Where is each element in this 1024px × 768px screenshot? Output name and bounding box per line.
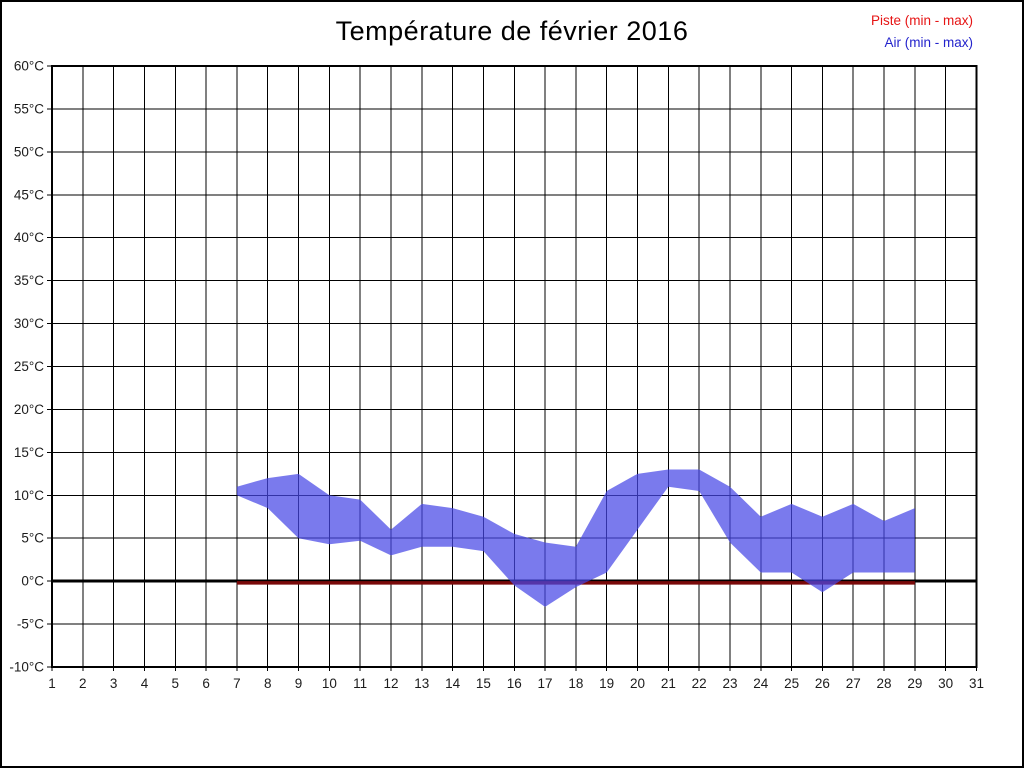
chart-title: Température de février 2016 — [335, 16, 689, 46]
legend-item-piste: Piste (min - max) — [870, 13, 973, 28]
y-tick-label: -5°C — [17, 617, 44, 632]
x-tick-label: 24 — [753, 676, 769, 691]
y-tick-label: 55°C — [14, 101, 44, 116]
x-tick-label: 11 — [353, 676, 367, 691]
x-tick-label: 17 — [538, 676, 553, 691]
x-tick-label: 25 — [784, 676, 799, 691]
x-tick-label: 2 — [79, 676, 87, 691]
x-tick-label: 31 — [969, 676, 984, 691]
air-band — [236, 469, 915, 607]
x-tick-label: 1 — [48, 676, 56, 691]
y-tick-label: 20°C — [14, 402, 44, 417]
x-tick-label: 10 — [322, 676, 337, 691]
x-tick-label: 12 — [383, 676, 398, 691]
y-tick-label: 0°C — [21, 574, 44, 589]
y-tick-label: 30°C — [14, 316, 44, 331]
x-tick-label: 16 — [507, 676, 522, 691]
x-tick-label: 13 — [414, 676, 429, 691]
y-tick-label: -10°C — [9, 660, 44, 675]
x-tick-label: 23 — [722, 676, 737, 691]
x-tick-label: 5 — [172, 676, 180, 691]
x-tick-label: 19 — [599, 676, 614, 691]
x-tick-label: 8 — [264, 676, 272, 691]
y-tick-label: 10°C — [14, 488, 44, 503]
x-tick-label: 6 — [202, 676, 210, 691]
legend-item-air: Air (min - max) — [884, 35, 974, 50]
x-tick-label: 28 — [877, 676, 892, 691]
x-tick-label: 26 — [815, 676, 830, 691]
x-tick-label: 18 — [568, 676, 583, 691]
x-tick-label: 9 — [295, 676, 303, 691]
y-tick-label: 35°C — [14, 273, 44, 288]
legend: Piste (min - max) Air (min - max) — [871, 10, 973, 54]
y-tick-label: 25°C — [14, 359, 44, 374]
y-tick-label: 45°C — [14, 187, 44, 202]
x-tick-label: 4 — [141, 676, 149, 691]
x-tick-label: 20 — [630, 676, 645, 691]
x-tick-label: 30 — [938, 676, 953, 691]
x-tick-label: 7 — [233, 676, 241, 691]
y-tick-label: 15°C — [14, 445, 44, 460]
x-tick-label: 14 — [445, 676, 461, 691]
x-tick-label: 3 — [110, 676, 118, 691]
x-tick-label: 29 — [907, 676, 922, 691]
x-tick-label: 27 — [846, 676, 861, 691]
y-tick-label: 50°C — [14, 144, 44, 159]
y-tick-label: 60°C — [14, 59, 44, 74]
x-tick-label: 22 — [692, 676, 707, 691]
y-tick-label: 40°C — [14, 230, 44, 245]
x-tick-label: 21 — [661, 676, 676, 691]
y-tick-label: 5°C — [21, 531, 44, 546]
x-tick-label: 15 — [476, 676, 491, 691]
